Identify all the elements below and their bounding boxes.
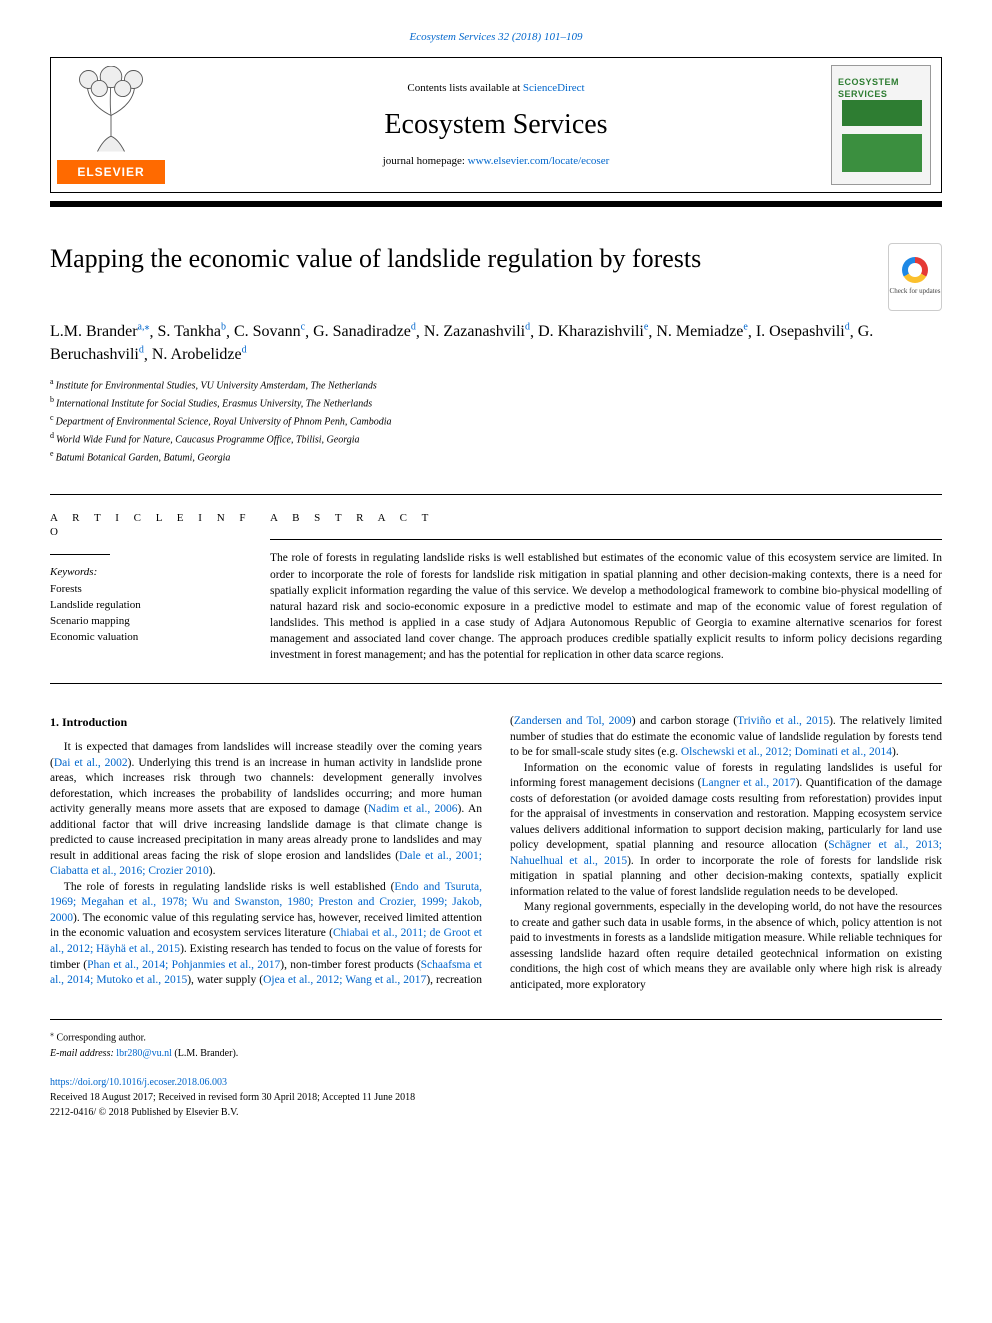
- affiliation-sup: e: [50, 449, 54, 458]
- paragraph: It is expected that damages from landsli…: [50, 740, 482, 880]
- masthead-right: ECOSYSTEM SERVICES: [821, 58, 941, 192]
- affiliation-sup: c: [50, 413, 54, 422]
- citation-link[interactable]: Zandersen and Tol, 2009: [514, 715, 632, 727]
- affiliation: aInstitute for Environmental Studies, VU…: [50, 376, 942, 394]
- cover-art-2: [842, 134, 922, 172]
- citation-link[interactable]: Dai et al., 2002: [54, 757, 128, 769]
- footnotes: ⁎ Corresponding author. E-mail address: …: [50, 1019, 942, 1060]
- received-line: Received 18 August 2017; Received in rev…: [50, 1090, 942, 1105]
- page-reference-link[interactable]: Ecosystem Services 32 (2018) 101–109: [410, 31, 583, 43]
- author-affil-sup: d: [411, 322, 416, 333]
- affiliation-sup: b: [50, 395, 54, 404]
- elsevier-wordmark: ELSEVIER: [57, 160, 165, 184]
- affiliation: eBatumi Botanical Garden, Batumi, Georgi…: [50, 448, 942, 466]
- article-footer: https://doi.org/10.1016/j.ecoser.2018.06…: [50, 1075, 942, 1150]
- citation-link[interactable]: Langner et al., 2017: [701, 777, 795, 789]
- author-affil-sup: d: [525, 322, 530, 333]
- affiliation-sup: d: [50, 431, 54, 440]
- check-updates-badge[interactable]: Check for updates: [888, 243, 942, 311]
- journal-masthead: ELSEVIER Contents lists available at Sci…: [50, 57, 942, 193]
- keywords-heading: Keywords:: [50, 565, 252, 580]
- homepage-link[interactable]: www.elsevier.com/locate/ecoser: [468, 155, 610, 167]
- sciencedirect-link[interactable]: ScienceDirect: [523, 82, 585, 94]
- author-affil-sup: d: [139, 345, 144, 356]
- journal-name: Ecosystem Services: [384, 106, 607, 144]
- author: N. Memiadzee: [656, 323, 748, 340]
- abstract-text: The role of forests in regulating landsl…: [270, 550, 942, 663]
- doi-link[interactable]: https://doi.org/10.1016/j.ecoser.2018.06…: [50, 1077, 227, 1088]
- homepage-prefix: journal homepage:: [383, 155, 468, 167]
- author: N. Arobelidzed: [152, 346, 247, 363]
- abstract-label: A B S T R A C T: [270, 511, 942, 526]
- keyword: Forests: [50, 582, 252, 598]
- citation-link[interactable]: Phan et al., 2014; Pohjanmies et al., 20…: [87, 959, 280, 971]
- keyword: Economic valuation: [50, 630, 252, 646]
- citation-link[interactable]: Triviño et al., 2015: [737, 715, 829, 727]
- author: S. Tankhab: [157, 323, 225, 340]
- keyword: Landslide regulation: [50, 598, 252, 614]
- check-updates-label: Check for updates: [890, 287, 941, 296]
- affiliation: dWorld Wide Fund for Nature, Caucasus Pr…: [50, 430, 942, 448]
- cover-title: ECOSYSTEM SERVICES: [838, 76, 924, 100]
- cover-art-1: [842, 100, 922, 126]
- author: N. Zazanashvilid: [424, 323, 530, 340]
- email-line: E-mail address: lbr280@vu.nl (L.M. Brand…: [50, 1046, 942, 1061]
- contents-line: Contents lists available at ScienceDirec…: [407, 81, 584, 96]
- author: D. Kharazishvilie: [538, 323, 648, 340]
- crossmark-icon: [902, 257, 928, 283]
- abstract-rule: [270, 539, 942, 540]
- masthead-center: Contents lists available at ScienceDirec…: [171, 58, 821, 192]
- author-affil-sup: c: [301, 322, 305, 333]
- info-rule: [50, 554, 110, 555]
- elsevier-tree-icon: [66, 66, 156, 156]
- section-heading-intro: 1. Introduction: [50, 714, 482, 730]
- citation-link[interactable]: Ojea et al., 2012; Wang et al., 2017: [263, 974, 426, 986]
- affiliation: bInternational Institute for Social Stud…: [50, 394, 942, 412]
- article-info-column: A R T I C L E I N F O Keywords: ForestsL…: [50, 495, 270, 684]
- author-affil-sup: e: [743, 322, 747, 333]
- paragraph: Information on the economic value of for…: [510, 761, 942, 901]
- article-info-label: A R T I C L E I N F O: [50, 511, 252, 541]
- corresponding-star: ⁎: [144, 322, 149, 333]
- author-affil-sup: d: [242, 345, 247, 356]
- homepage-line: journal homepage: www.elsevier.com/locat…: [383, 154, 610, 169]
- author: I. Osepashvilid: [756, 323, 850, 340]
- affiliation-list: aInstitute for Environmental Studies, VU…: [50, 376, 942, 465]
- publisher-block: ELSEVIER: [51, 58, 171, 192]
- journal-cover-thumb: ECOSYSTEM SERVICES: [831, 65, 931, 185]
- paper-title: Mapping the economic value of landslide …: [50, 243, 868, 276]
- citation-link[interactable]: Olschewski et al., 2012; Dominati et al.…: [681, 746, 892, 758]
- author-list: L.M. Brandera,⁎, S. Tankhab, C. Sovannc,…: [50, 321, 942, 366]
- keyword: Scenario mapping: [50, 614, 252, 630]
- author-affil-sup: e: [644, 322, 648, 333]
- body-text: 1. Introduction It is expected that dama…: [50, 714, 942, 993]
- author: L.M. Brandera,⁎: [50, 323, 149, 340]
- copyright-line: 2212-0416/ © 2018 Published by Elsevier …: [50, 1105, 942, 1120]
- author-affil-sup: d: [845, 322, 850, 333]
- affiliation-sup: a: [50, 377, 54, 386]
- contents-prefix: Contents lists available at: [407, 82, 522, 94]
- corresponding-email-link[interactable]: lbr280@vu.nl: [116, 1048, 172, 1059]
- affiliation: cDepartment of Environmental Science, Ro…: [50, 412, 942, 430]
- paragraph: Many regional governments, especially in…: [510, 900, 942, 993]
- corresponding-author-note: ⁎ Corresponding author.: [50, 1028, 942, 1045]
- page-reference: Ecosystem Services 32 (2018) 101–109: [0, 0, 992, 57]
- author: G. Sanadiradzed: [313, 323, 416, 340]
- author: C. Sovannc: [234, 323, 305, 340]
- abstract-column: A B S T R A C T The role of forests in r…: [270, 495, 942, 684]
- author-affil-sup: b: [221, 322, 226, 333]
- citation-link[interactable]: Nadim et al., 2006: [368, 803, 458, 815]
